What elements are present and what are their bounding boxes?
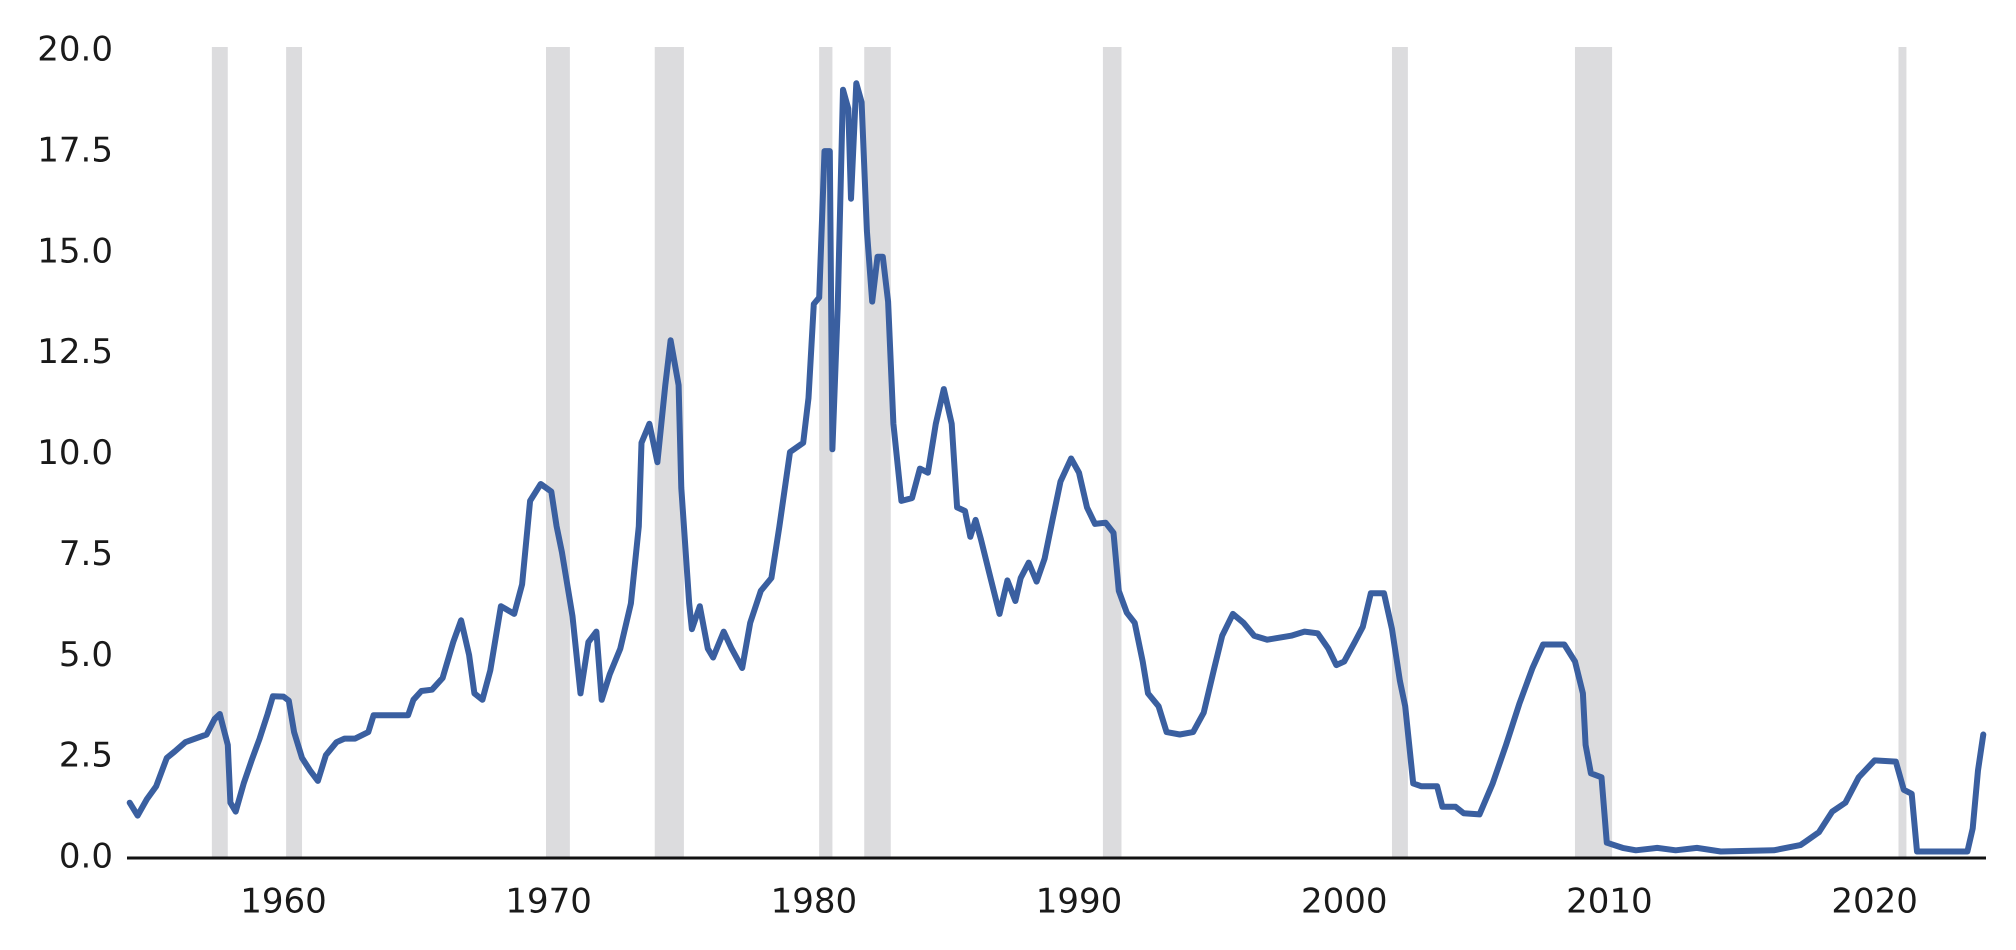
y-tick-label: 7.5 (59, 534, 113, 574)
x-tick-label: 1960 (240, 882, 327, 922)
x-tick-label: 2010 (1566, 882, 1653, 922)
y-tick-label: 0.0 (59, 837, 113, 877)
recession-band (1574, 47, 1613, 858)
recession-band (864, 47, 891, 858)
rate-line (126, 80, 1987, 855)
recession-band (546, 47, 570, 858)
recession-band (1898, 47, 1907, 858)
recession-band (211, 47, 228, 858)
y-tick-label: 2.5 (59, 736, 113, 776)
x-tick-label: 2020 (1831, 882, 1918, 922)
y-tick-label: 17.5 (37, 130, 113, 170)
recession-band (286, 47, 303, 858)
y-tick-label: 20.0 (37, 30, 113, 70)
recession-band (1102, 47, 1122, 858)
y-tick-label: 12.5 (37, 332, 113, 372)
x-tick-label: 1990 (1036, 882, 1123, 922)
y-tick-label: 5.0 (59, 635, 113, 675)
y-tick-label: 10.0 (37, 433, 113, 473)
y-tick-label: 15.0 (37, 231, 113, 271)
x-tick-label: 1970 (505, 882, 592, 922)
x-tick-label: 1980 (771, 882, 858, 922)
x-tick-label: 2000 (1301, 882, 1388, 922)
